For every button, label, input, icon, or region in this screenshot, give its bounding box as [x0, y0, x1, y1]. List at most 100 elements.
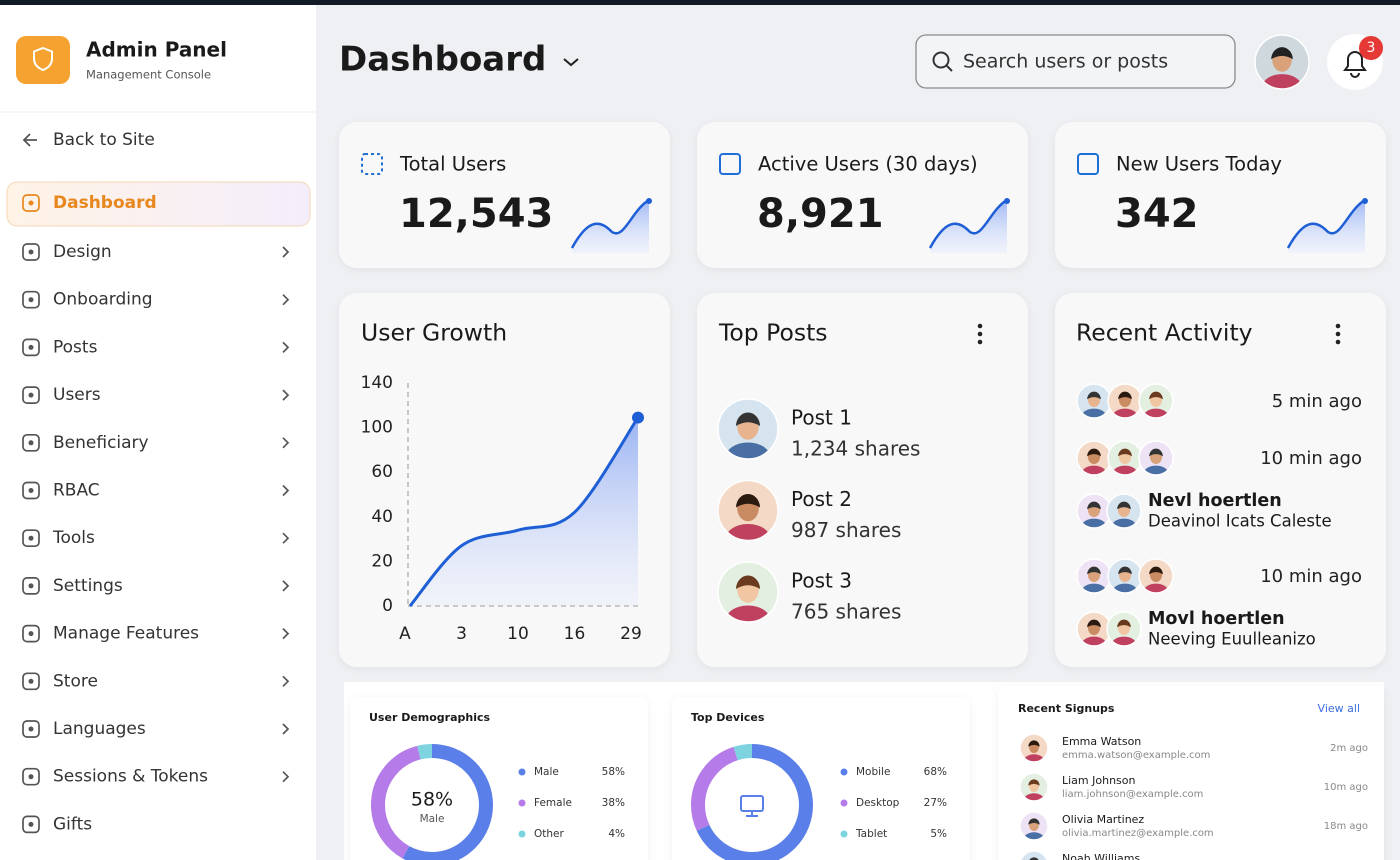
nav-chevron [282, 580, 290, 592]
nav-icon [22, 767, 40, 786]
nav-icon [28, 821, 34, 827]
stat-icon [361, 153, 383, 175]
activity-time: 5 min ago [1272, 391, 1362, 412]
avatar [1108, 384, 1142, 418]
kebab-menu[interactable] [977, 339, 983, 345]
signup-name: Emma Watson [1062, 735, 1141, 748]
avatar-body [1081, 636, 1107, 646]
x-tick-label: 29 [620, 624, 642, 644]
view-all-link[interactable]: View all [1318, 702, 1360, 715]
search-box[interactable] [915, 34, 1236, 89]
legend-value: 27% [924, 797, 947, 809]
avatar-hair [736, 412, 760, 426]
avatar-ring [1019, 772, 1049, 802]
avatar-body [725, 524, 771, 541]
avatar-hair [1117, 619, 1131, 628]
signups-card [998, 686, 1384, 860]
nav-item[interactable]: Store [53, 671, 98, 691]
nav-item[interactable]: Sessions & Tokens [53, 767, 208, 787]
avatar-bg [1020, 851, 1048, 860]
panel-title: Top Posts [718, 319, 828, 347]
brand-shield [33, 46, 53, 72]
avatar-ring [717, 479, 779, 542]
legend-name: Female [534, 797, 572, 809]
kebab-menu[interactable] [977, 331, 983, 337]
legend-dot [518, 799, 526, 807]
nav-item[interactable]: Design [53, 242, 112, 262]
sparkline [1286, 198, 1366, 249]
avatar [1077, 384, 1111, 418]
nav-item[interactable]: Users [53, 385, 101, 405]
nav-chevron [282, 532, 290, 544]
avatar-hair [1028, 818, 1040, 825]
nav-item[interactable]: Manage Features [53, 624, 199, 644]
avatar-hair [1087, 566, 1101, 575]
stat-icon [719, 153, 741, 175]
avatar-body [1081, 408, 1107, 418]
nav-item[interactable]: Settings [53, 576, 123, 596]
legend-value: 38% [602, 797, 625, 809]
post-shares: 1,234 shares [791, 437, 920, 461]
stat-value: 8,921 [757, 191, 884, 237]
legend-dot [840, 799, 848, 807]
nav-icon [22, 194, 40, 212]
signup-email: olivia.martinez@example.com [1062, 828, 1214, 839]
activity-time: 10 min ago [1260, 566, 1362, 587]
stat-label: Active Users (30 days) [758, 153, 978, 176]
nav-item[interactable]: Languages [53, 719, 146, 739]
avatar-hair [736, 575, 760, 589]
nav-item[interactable]: Dashboard [53, 193, 157, 213]
brand-subtitle: Management Console [86, 68, 211, 82]
signup-time: 10m ago [1324, 782, 1368, 793]
avatar [1077, 559, 1111, 593]
post-name: Post 2 [791, 487, 852, 511]
legend-dot [518, 830, 526, 838]
nav-chevron [282, 484, 290, 497]
avatar [718, 480, 778, 541]
notification-badge [1359, 36, 1383, 60]
nav-icon [22, 815, 40, 834]
nav-icon [28, 344, 34, 350]
x-tick-label: 16 [564, 624, 586, 644]
signup-name: Liam Johnson [1062, 774, 1136, 787]
kebab-menu[interactable] [977, 323, 983, 329]
avatar [1108, 559, 1142, 593]
nav-item[interactable]: Posts [53, 337, 98, 357]
sparkline [928, 198, 1008, 249]
back-arrow [22, 133, 37, 147]
nav-chevron [282, 341, 290, 354]
chart-title: User Demographics [369, 711, 491, 724]
nav-icon [28, 440, 34, 446]
activity-detail: Deavinol Icats Caleste [1148, 512, 1332, 531]
nav-item[interactable]: Onboarding [53, 290, 153, 310]
kebab-menu[interactable] [1335, 339, 1341, 345]
growth-area [410, 417, 638, 606]
avatar-body [1143, 408, 1169, 418]
signup-time: 2m ago [1330, 743, 1368, 754]
x-tick-label: 10 [507, 624, 529, 644]
activity-detail: Neeving Euulleanizo [1148, 630, 1316, 649]
nav-item[interactable]: Beneficiary [53, 433, 149, 453]
nav-icon [28, 200, 34, 206]
title-dropdown[interactable] [563, 58, 579, 67]
kebab-menu[interactable] [1335, 331, 1341, 337]
stat-label: New Users Today [1116, 153, 1282, 176]
post-name: Post 1 [791, 406, 852, 430]
donut-segment [691, 744, 813, 860]
donut-center-label: Male [420, 813, 445, 825]
nav-item[interactable]: RBAC [53, 481, 100, 501]
avatar-body [1143, 465, 1169, 475]
avatar-body [1081, 465, 1107, 475]
avatar-body [1111, 636, 1137, 646]
kebab-menu[interactable] [1335, 323, 1341, 329]
nav-chevron [282, 771, 290, 783]
donut-segment [371, 744, 493, 860]
back-link[interactable]: Back to Site [53, 130, 155, 150]
nav-item[interactable]: Gifts [53, 814, 92, 834]
nav-chevron [282, 627, 290, 640]
legend-value: 58% [602, 766, 625, 778]
nav-item[interactable]: Tools [52, 528, 95, 548]
legend-name: Mobile [856, 766, 890, 778]
nav-icon [28, 726, 34, 732]
legend-value: 4% [608, 828, 625, 840]
